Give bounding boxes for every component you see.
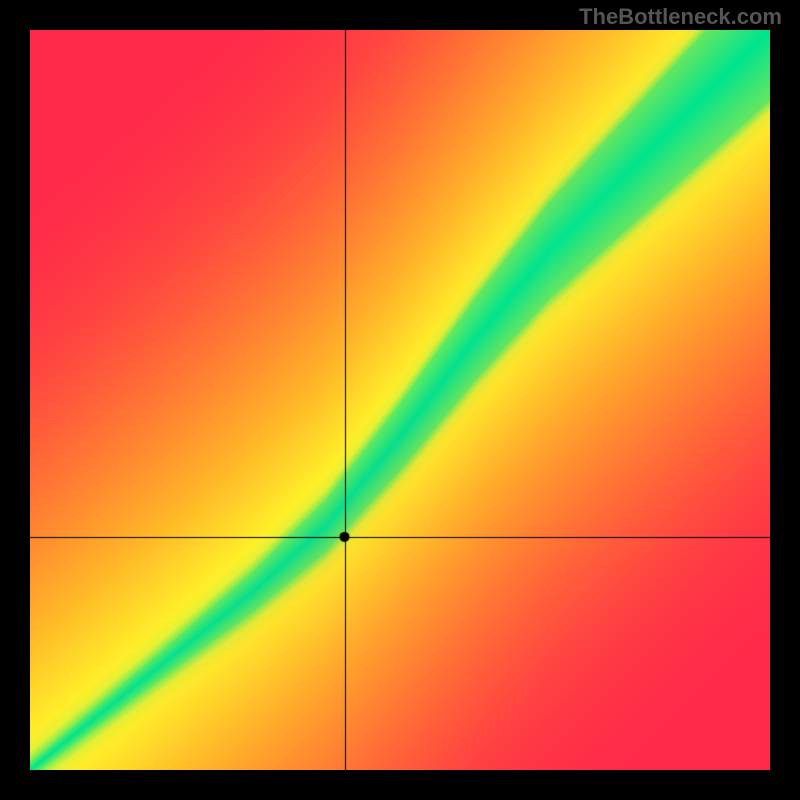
watermark-text: TheBottleneck.com (579, 4, 782, 30)
crosshair-overlay-canvas (30, 30, 770, 770)
chart-container: TheBottleneck.com (0, 0, 800, 800)
